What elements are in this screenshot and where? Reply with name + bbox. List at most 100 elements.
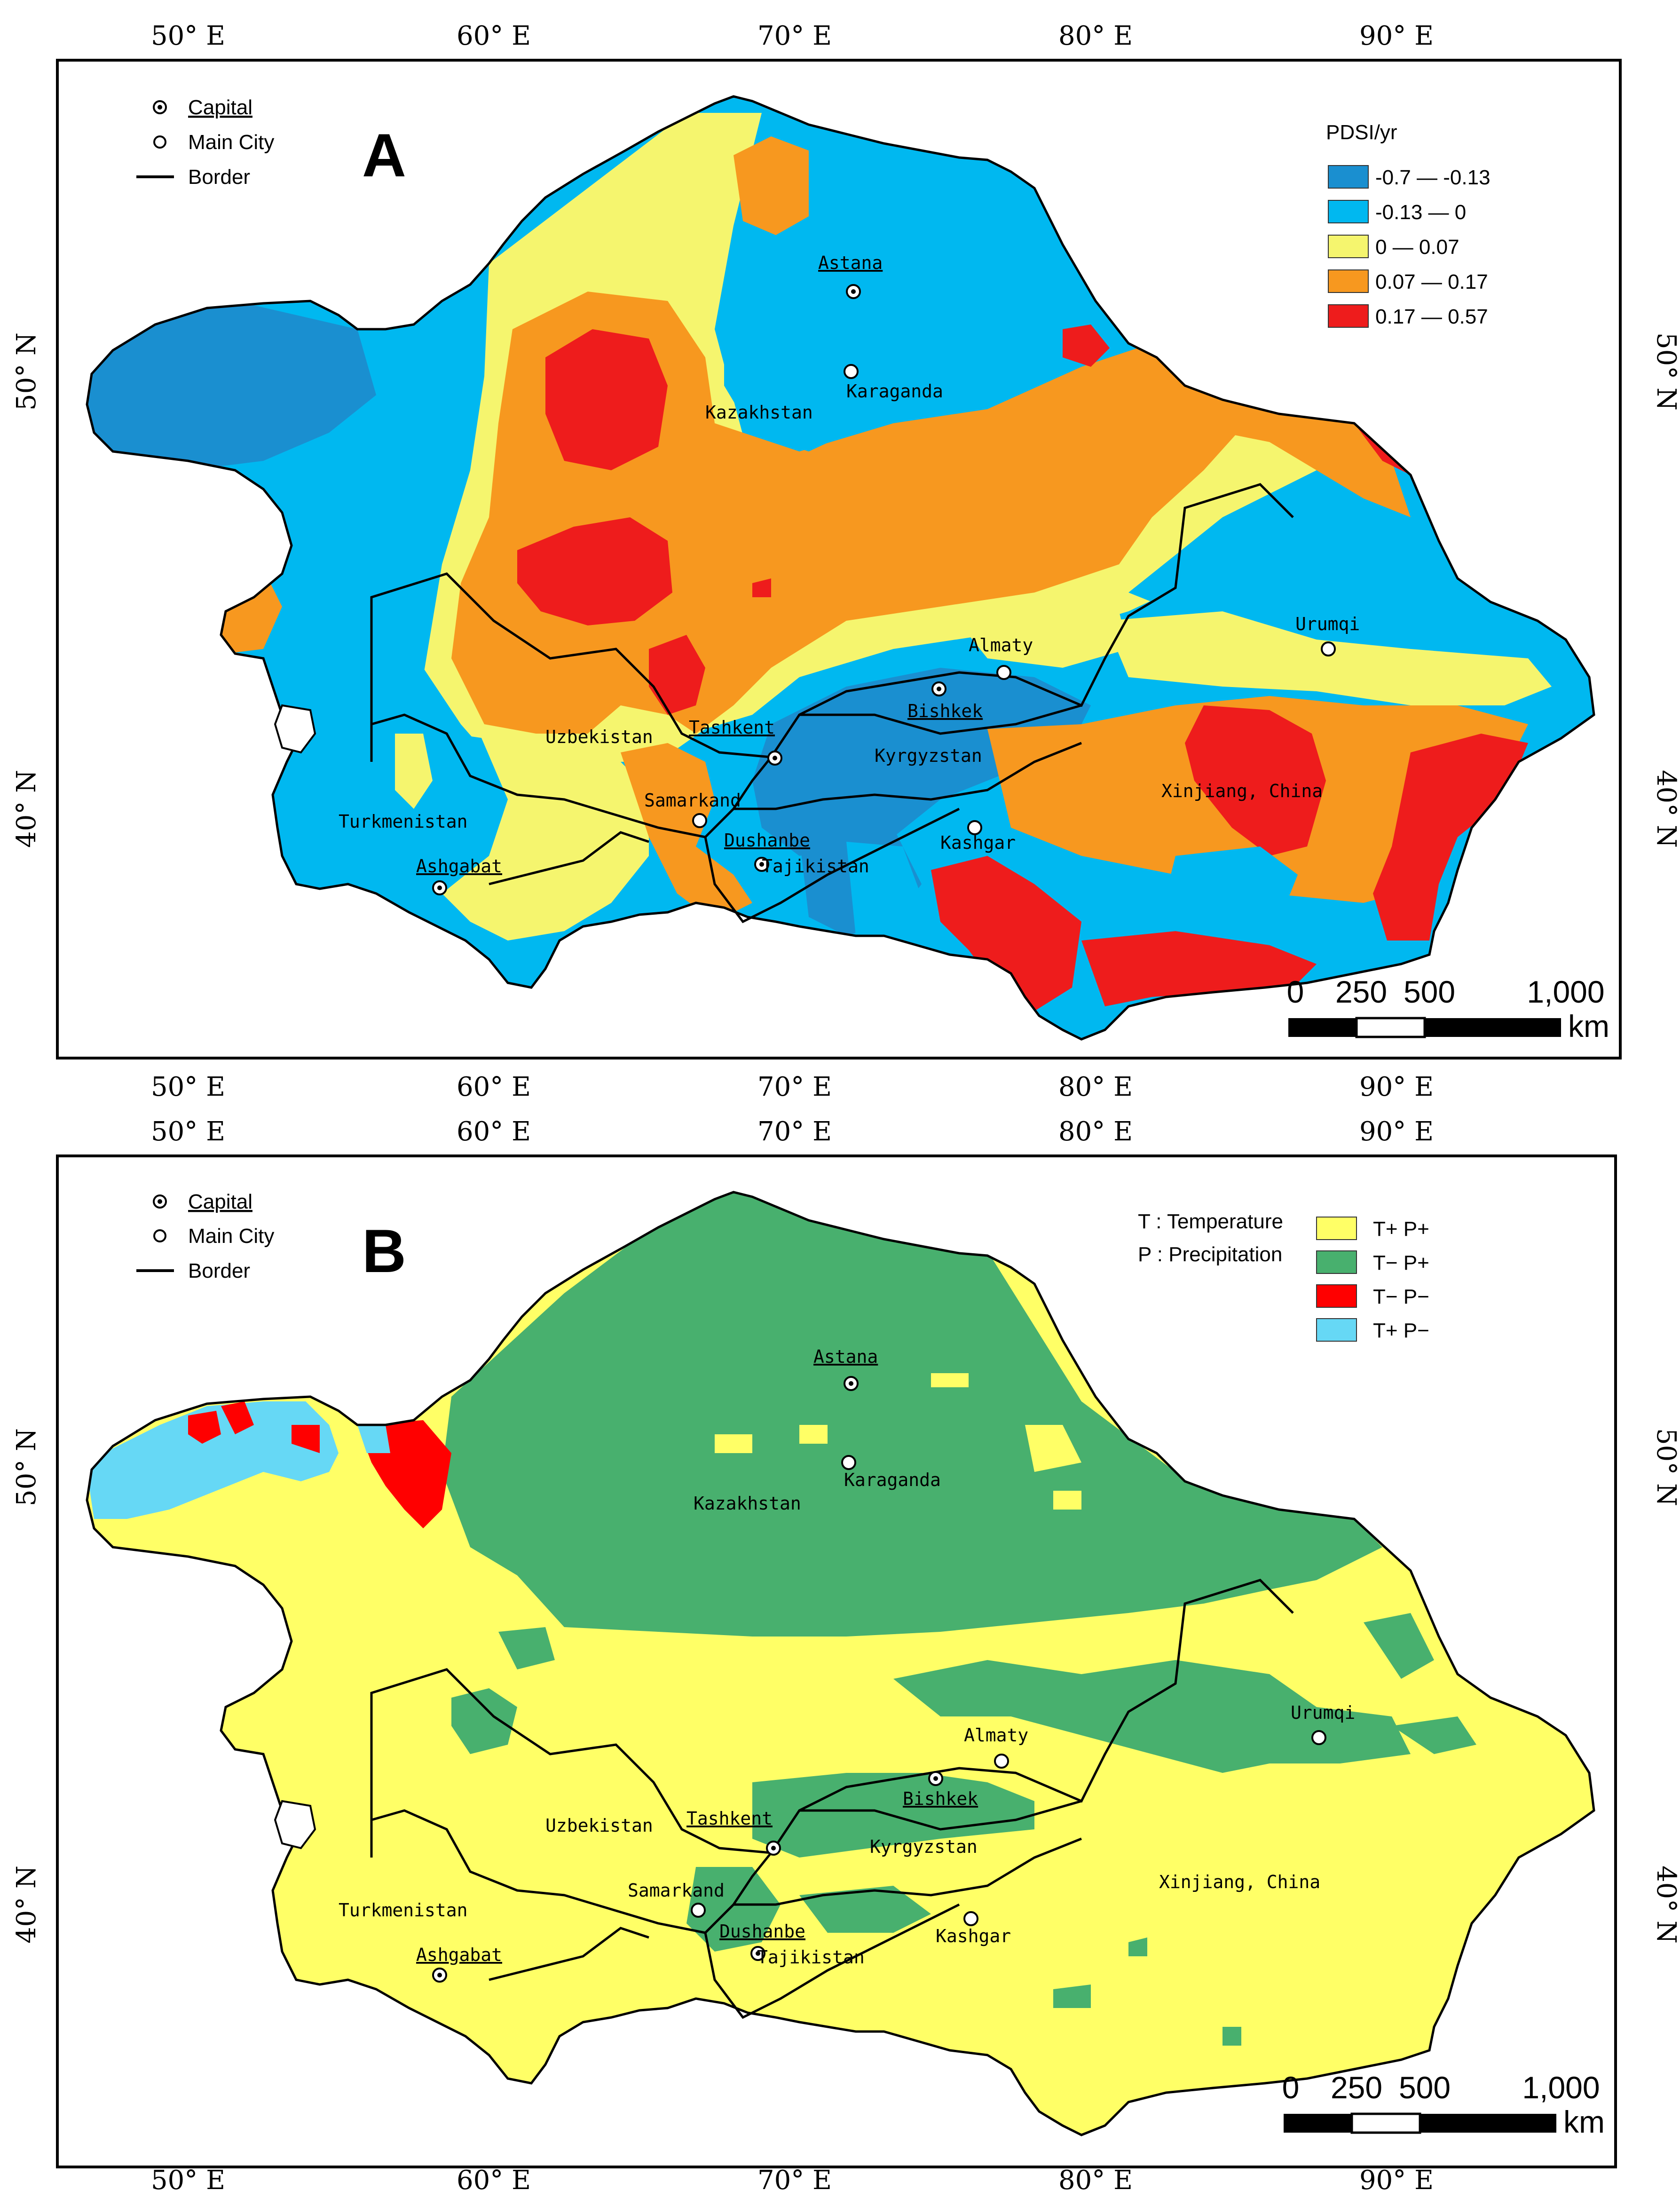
urumqi-city-icon	[1321, 641, 1336, 656]
place-almaty: Almaty	[964, 1725, 1028, 1746]
place-samarkand: Samarkand	[628, 1880, 725, 1901]
place-ashgabat: Ashgabat	[416, 1945, 502, 1965]
lon-tick-70: 70° E	[757, 2165, 832, 2196]
lat-tick-40-right: 40° N	[1651, 1866, 1680, 1944]
tp-class-swatch-0	[1316, 1217, 1357, 1240]
precipitation-note: P : Precipitation	[1138, 1243, 1282, 1266]
lat-tick-50-right: 50° N	[1651, 332, 1680, 411]
lon-tick-60: 60° E	[457, 21, 531, 51]
place-bishkek: Bishkek	[907, 701, 983, 721]
pdsi-class-swatch-1	[1328, 200, 1369, 223]
kashgar-city-icon	[967, 820, 982, 835]
place-tashkent: Tashkent	[686, 1808, 773, 1829]
tp-class-label-1: T− P+	[1373, 1251, 1429, 1274]
place-karaganda: Karaganda	[844, 1470, 941, 1490]
lon-tick-70: 70° E	[757, 1116, 832, 1147]
place-xinjiang: Xinjiang, China	[1161, 781, 1323, 801]
place-tajikistan: Tajikistan	[757, 1947, 865, 1968]
pdsi-class-label-2: 0 — 0.07	[1375, 236, 1459, 259]
lat-tick-40-left: 40° N	[11, 1866, 42, 1944]
panel-a-places: Astana Karaganda Kazakhstan Almaty Bishk…	[339, 253, 1360, 895]
panel-b-places: Astana Karaganda Kazakhstan Almaty Bishk…	[339, 1346, 1355, 1983]
scale-zero: 0	[1287, 974, 1304, 1009]
panel-a-lon-ticks-top: 50° E 60° E 70° E 80° E 90° E	[151, 21, 1434, 51]
panel-a-scale-bar: 0 250 500 1,000 km	[1287, 974, 1609, 1044]
scale-250: 250	[1331, 2070, 1382, 2105]
place-uzbekistan: Uzbekistan	[545, 1815, 653, 1836]
panel-b-lat-ticks: 50° N 40° N 50° N 40° N	[11, 1428, 1680, 1944]
place-tajikistan: Tajikistan	[762, 856, 869, 877]
place-bishkek: Bishkek	[903, 1788, 978, 1809]
tp-class-swatch-2	[1316, 1284, 1357, 1308]
scale-250: 250	[1335, 974, 1387, 1009]
place-astana: Astana	[813, 1346, 878, 1367]
panel-a-borders	[370, 483, 1294, 924]
lon-tick-80: 80° E	[1058, 21, 1133, 51]
legend-border-label: Border	[188, 1259, 250, 1282]
tp-class-label-2: T− P−	[1373, 1285, 1429, 1308]
tp-class-swatch-1	[1316, 1250, 1357, 1274]
tp-class-label-3: T+ P−	[1373, 1319, 1429, 1342]
lat-tick-40-left: 40° N	[11, 770, 42, 848]
lat-tick-50-left: 50° N	[11, 332, 42, 411]
scale-1000: 1,000	[1522, 2070, 1600, 2105]
kashgar-city-icon	[963, 1911, 978, 1926]
panel-a-lon-ticks-bottom: 50° E 60° E 70° E 80° E 90° E	[151, 1072, 1434, 1102]
place-astana: Astana	[818, 253, 883, 273]
lat-tick-50-left: 50° N	[11, 1428, 42, 1506]
pdsi-class-swatch-2	[1328, 235, 1369, 258]
panel-a-pdsi-legend: PDSI/yr -0.7 — -0.13 -0.13 — 0 0 — 0.07 0.0…	[1326, 121, 1491, 328]
lon-tick-50: 50° E	[151, 1072, 225, 1102]
place-turkmenistan: Turkmenistan	[339, 811, 468, 832]
scale-500: 500	[1399, 2070, 1451, 2105]
lon-tick-50: 50° E	[151, 1116, 225, 1147]
lon-tick-70: 70° E	[757, 21, 832, 51]
place-turkmenistan: Turkmenistan	[339, 1900, 468, 1921]
lon-tick-60: 60° E	[457, 1116, 531, 1147]
panel-b-borders	[370, 1579, 1294, 2019]
panel-b-scale-bar: 0 250 500 1,000 km	[1282, 2070, 1605, 2139]
scale-500: 500	[1404, 974, 1455, 1009]
almaty-city-icon	[994, 1754, 1009, 1769]
lon-tick-80: 80° E	[1058, 2165, 1133, 2196]
place-xinjiang: Xinjiang, China	[1159, 1872, 1320, 1892]
karaganda-city-icon	[841, 1455, 856, 1470]
lon-tick-90: 90° E	[1359, 1072, 1434, 1102]
panel-b-symbol-legend: Capital Main City Border	[136, 1190, 274, 1282]
panel-b-lon-ticks-top: 50° E 60° E 70° E 80° E 90° E	[151, 1116, 1434, 1147]
lon-tick-90: 90° E	[1359, 2165, 1434, 2196]
main-city-symbol-icon	[153, 1229, 166, 1242]
panel-b-label: B	[362, 1217, 406, 1285]
place-samarkand: Samarkand	[644, 790, 741, 811]
temperature-note: T : Temperature	[1138, 1210, 1283, 1233]
panel-b-map: 50° E 60° E 70° E 80° E 90° E 50° E 60° …	[11, 1116, 1680, 2196]
almaty-city-icon	[996, 665, 1011, 680]
scale-unit: km	[1568, 1009, 1609, 1044]
main-city-symbol-icon	[153, 135, 166, 149]
place-almaty: Almaty	[969, 635, 1033, 656]
pdsi-class-label-4: 0.17 — 0.57	[1375, 305, 1488, 328]
legend-capital-label: Capital	[188, 1190, 252, 1213]
pdsi-class-swatch-3	[1328, 269, 1369, 293]
legend-main-city-label: Main City	[188, 1225, 274, 1248]
panel-b-class-legend: T : Temperature P : Precipitation T+ P+ T…	[1138, 1210, 1429, 1342]
panel-a-lat-ticks: 50° N 40° N 50° N 40° N	[11, 332, 1680, 848]
lon-tick-90: 90° E	[1359, 21, 1434, 51]
legend-main-city-label: Main City	[188, 131, 274, 154]
scale-zero: 0	[1282, 2070, 1300, 2105]
place-ashgabat: Ashgabat	[416, 856, 502, 877]
pdsi-class-label-0: -0.7 — -0.13	[1375, 166, 1491, 189]
panel-a-label: A	[362, 121, 406, 190]
legend-border-label: Border	[188, 166, 250, 189]
tp-class-label-0: T+ P+	[1373, 1218, 1429, 1241]
panel-a-map: 50° E 60° E 70° E 80° E 90° E 50° E 60° …	[11, 21, 1680, 1102]
place-dushanbe: Dushanbe	[719, 1921, 805, 1942]
lon-tick-60: 60° E	[457, 2165, 531, 2196]
place-uzbekistan: Uzbekistan	[545, 727, 653, 747]
place-tashkent: Tashkent	[689, 717, 775, 738]
place-kazakhstan: Kazakhstan	[705, 402, 813, 423]
scale-1000: 1,000	[1527, 974, 1604, 1009]
lon-tick-60: 60° E	[457, 1072, 531, 1102]
samarkand-city-icon	[692, 813, 707, 828]
lat-tick-40-right: 40° N	[1651, 770, 1680, 848]
